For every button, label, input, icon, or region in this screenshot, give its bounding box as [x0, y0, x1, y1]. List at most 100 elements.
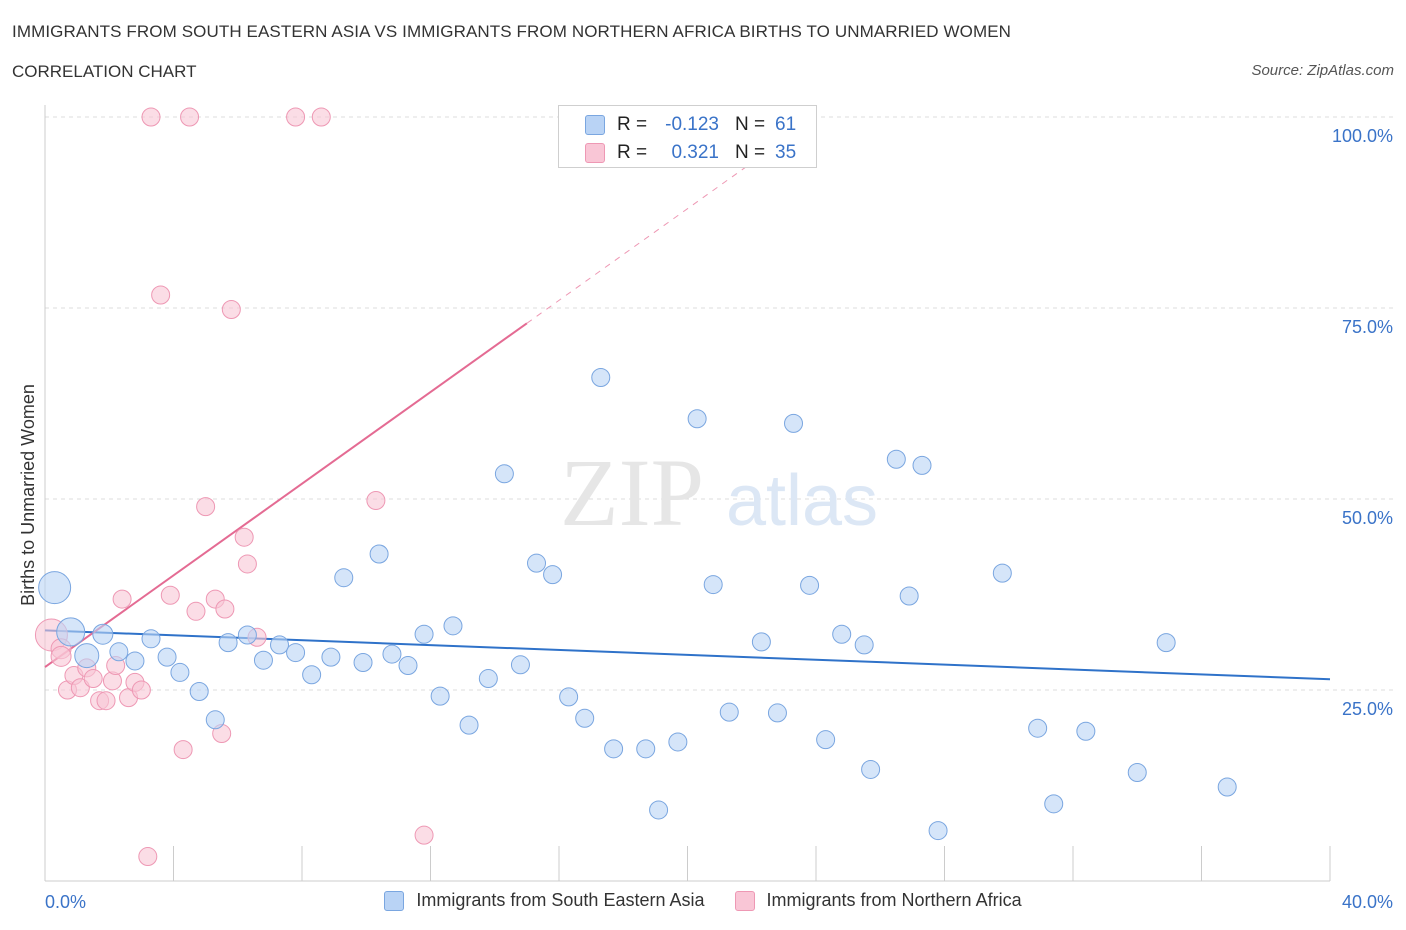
series2-r-value: 0.321 [671, 142, 719, 163]
point-series1-31 [543, 565, 563, 585]
point-series2-20 [173, 740, 193, 760]
legend-swatch-series2 [734, 890, 755, 911]
point-series1-4 [109, 642, 129, 662]
y-axis-label: Births to Unmarried Women [18, 384, 38, 606]
series1-swatch [585, 115, 605, 135]
point-series1-3 [92, 623, 114, 645]
source-credit: Source: ZipAtlas.com [1251, 62, 1394, 79]
point-series1-10 [205, 710, 225, 730]
point-series1-0 [38, 571, 72, 605]
legend-item-series1[interactable]: Immigrants from South Eastern Asia [384, 890, 705, 911]
trendline-series2-extension [526, 139, 785, 324]
point-series1-45 [800, 575, 820, 595]
point-series1-46 [816, 730, 836, 750]
tick-labels: 25.0% 50.0% 75.0% 100.0% 0.0% 40.0% [45, 126, 1393, 912]
point-series1-53 [928, 821, 948, 841]
point-series1-60 [1217, 777, 1237, 797]
point-series1-1 [56, 617, 86, 647]
point-series2-32 [311, 107, 331, 127]
series2-n-value: 35 [775, 142, 797, 163]
point-series1-16 [302, 665, 322, 685]
point-series1-22 [398, 656, 418, 676]
legend-item-series2[interactable]: Immigrants from Northern Africa [734, 890, 1022, 911]
point-series1-8 [170, 662, 190, 682]
stats-legend: R = -0.123 N = 61 R = 0.321 N = 35 [558, 105, 817, 168]
stats-row-series2: R = 0.321 N = 35 [559, 138, 796, 168]
point-series1-7 [157, 647, 177, 667]
series-legend: Immigrants from South Eastern Asia Immig… [0, 890, 1406, 911]
point-series2-19 [160, 585, 180, 605]
point-series1-28 [494, 464, 514, 484]
y-tick-label-3: 100.0% [1332, 126, 1393, 146]
point-series2-7 [83, 669, 103, 689]
point-series1-35 [604, 739, 624, 759]
point-series1-6 [141, 629, 161, 649]
point-series2-5 [70, 678, 90, 698]
point-series1-32 [559, 687, 579, 707]
point-series1-21 [382, 644, 402, 664]
point-series1-17 [321, 647, 341, 667]
point-series2-21 [180, 107, 200, 127]
point-series2-31 [286, 107, 306, 127]
watermark-atlas: atlas [726, 461, 878, 541]
point-series1-24 [430, 686, 450, 706]
point-series1-57 [1076, 721, 1096, 741]
series1-r-label: R = [617, 114, 648, 135]
point-series1-59 [1156, 633, 1176, 653]
point-series1-58 [1127, 763, 1147, 783]
point-series1-37 [649, 800, 669, 820]
point-series1-30 [527, 553, 547, 573]
point-series1-25 [443, 616, 463, 636]
point-series1-38 [668, 732, 688, 752]
stats-row-series1: R = -0.123 N = 61 [559, 110, 796, 140]
point-series1-44 [784, 413, 804, 433]
watermark-zip: ZIP [560, 439, 704, 546]
series2-r-label: R = [617, 142, 648, 163]
point-series1-15 [286, 643, 306, 663]
point-series1-54 [992, 563, 1012, 583]
y-tick-label-1: 50.0% [1342, 508, 1393, 528]
y-tick-label-2: 75.0% [1342, 317, 1393, 337]
point-series1-43 [767, 703, 787, 723]
point-series1-27 [478, 669, 498, 689]
point-series1-13 [253, 650, 273, 670]
point-series2-2 [50, 645, 72, 667]
point-series2-12 [112, 589, 132, 609]
point-series2-28 [234, 527, 254, 547]
point-series1-39 [687, 409, 707, 429]
point-series1-29 [510, 655, 530, 675]
point-series1-12 [237, 625, 257, 645]
legend-label-series2: Immigrants from Northern Africa [766, 890, 1022, 910]
series2-n-label: N = [735, 142, 766, 163]
point-series1-50 [886, 449, 906, 469]
x-tick-label-0: 0.0% [45, 892, 86, 912]
series1-n-label: N = [735, 114, 766, 135]
data-points [34, 107, 1237, 867]
point-series1-33 [575, 708, 595, 728]
series2-swatch [585, 143, 605, 163]
point-series1-52 [912, 455, 932, 475]
trendline-series1 [44, 629, 1331, 681]
point-series1-48 [854, 635, 874, 655]
x-tick-label-1: 40.0% [1342, 892, 1393, 912]
watermark: ZIP atlas [560, 439, 878, 546]
series1-r-value: -0.123 [665, 114, 719, 135]
axes [44, 105, 1331, 882]
point-series2-33 [366, 491, 386, 511]
point-series2-18 [151, 285, 171, 305]
gridlines [45, 116, 1395, 691]
point-series2-29 [237, 554, 257, 574]
point-series1-40 [703, 575, 723, 595]
point-series1-49 [861, 759, 881, 779]
trendline-series2 [44, 322, 528, 668]
chart-subtitle: CORRELATION CHART [12, 62, 197, 81]
point-series1-18 [334, 568, 354, 588]
trendlines [44, 139, 1331, 681]
point-series1-23 [414, 624, 434, 644]
point-series1-55 [1028, 718, 1048, 738]
chart-title: IMMIGRANTS FROM SOUTH EASTERN ASIA VS IM… [12, 22, 1012, 41]
point-series1-20 [369, 544, 389, 564]
legend-swatch-series1 [384, 890, 405, 911]
point-series2-9 [96, 691, 116, 711]
